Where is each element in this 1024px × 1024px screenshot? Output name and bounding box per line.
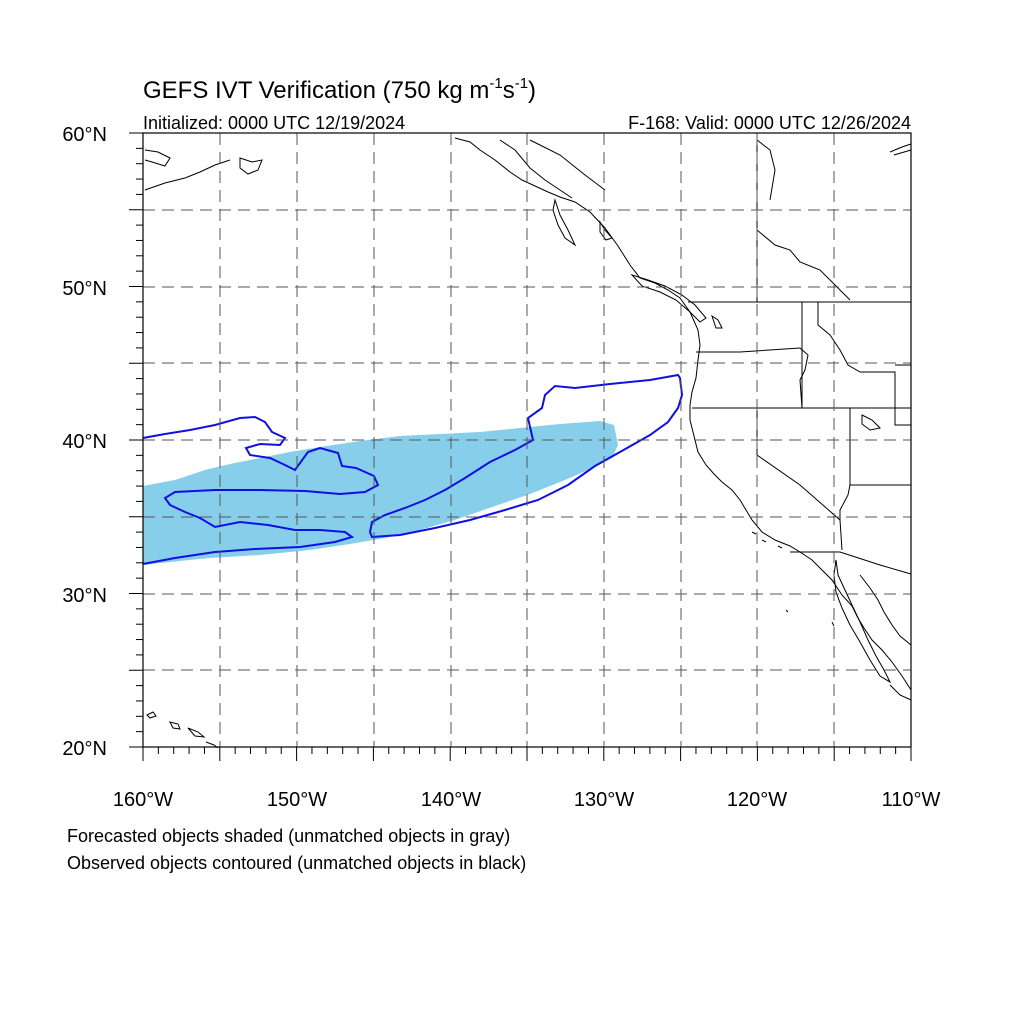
valid-time: F-168: Valid: 0000 UTC 12/26/2024 (628, 113, 911, 133)
lat-label-60n: 60°N (62, 124, 107, 146)
map-title-main: GEFS IVT Verification (750 kg m (143, 77, 489, 104)
map-title: GEFS IVT Verification (750 kg m-1s-1) (143, 75, 536, 104)
lat-label-50n: 50°N (62, 278, 107, 300)
longitude-labels: 160°W 150°W 140°W 130°W 120°W 110°W (113, 789, 941, 811)
map-title-close: ) (528, 77, 536, 104)
plot-area (129, 132, 912, 761)
map-title-exp1: -1 (489, 75, 502, 92)
observed-ivt-contours (142, 373, 684, 565)
lat-label-30n: 30°N (62, 585, 107, 607)
map-title-mid: s (503, 77, 515, 104)
latitude-labels: 60°N 50°N 40°N 30°N 20°N (62, 124, 107, 760)
lon-label-160w: 160°W (113, 789, 173, 811)
observed-contour-eastern (368, 373, 684, 539)
coastlines (144, 133, 912, 749)
legend-forecast-note: Forecasted objects shaded (unmatched obj… (67, 826, 510, 846)
lat-label-40n: 40°N (62, 431, 107, 453)
lon-label-110w: 110°W (882, 789, 941, 811)
lon-label-130w: 130°W (574, 789, 634, 811)
axis-ticks (129, 132, 912, 761)
legend-observed-note: Observed objects contoured (unmatched ob… (67, 853, 526, 873)
lon-label-120w: 120°W (727, 789, 787, 811)
graticule (143, 133, 911, 747)
lon-label-140w: 140°W (421, 789, 481, 811)
initialized-time: Initialized: 0000 UTC 12/19/2024 (143, 113, 405, 133)
observed-contour-large (142, 415, 380, 565)
map-title-exp2: -1 (515, 75, 528, 92)
lon-label-150w: 150°W (267, 789, 327, 811)
lat-label-20n: 20°N (62, 738, 107, 760)
